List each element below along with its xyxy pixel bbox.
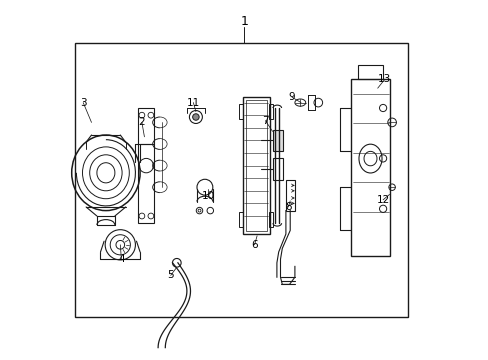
Bar bbox=[75, 43, 407, 317]
Text: 9: 9 bbox=[288, 92, 295, 102]
Text: 5: 5 bbox=[167, 270, 174, 280]
Text: 12: 12 bbox=[376, 195, 389, 205]
Text: 13: 13 bbox=[378, 74, 391, 84]
Bar bbox=[273, 158, 283, 180]
Text: 11: 11 bbox=[186, 98, 200, 108]
Circle shape bbox=[192, 114, 199, 120]
Text: 4: 4 bbox=[118, 254, 124, 264]
Bar bbox=[350, 79, 389, 256]
Text: 3: 3 bbox=[80, 98, 86, 108]
Text: 10: 10 bbox=[202, 191, 215, 201]
Bar bbox=[268, 104, 273, 119]
Bar bbox=[285, 180, 294, 211]
Bar bbox=[268, 212, 273, 227]
Bar bbox=[357, 65, 382, 79]
Bar bbox=[138, 108, 154, 223]
Bar bbox=[239, 212, 243, 227]
Text: 1: 1 bbox=[240, 15, 248, 28]
Text: 6: 6 bbox=[251, 240, 257, 250]
Text: 2: 2 bbox=[138, 117, 145, 127]
Bar bbox=[245, 100, 266, 231]
Bar bbox=[242, 97, 269, 234]
Bar bbox=[273, 130, 283, 151]
Text: 7: 7 bbox=[262, 116, 268, 126]
Bar bbox=[239, 104, 243, 119]
Text: 8: 8 bbox=[285, 202, 291, 212]
